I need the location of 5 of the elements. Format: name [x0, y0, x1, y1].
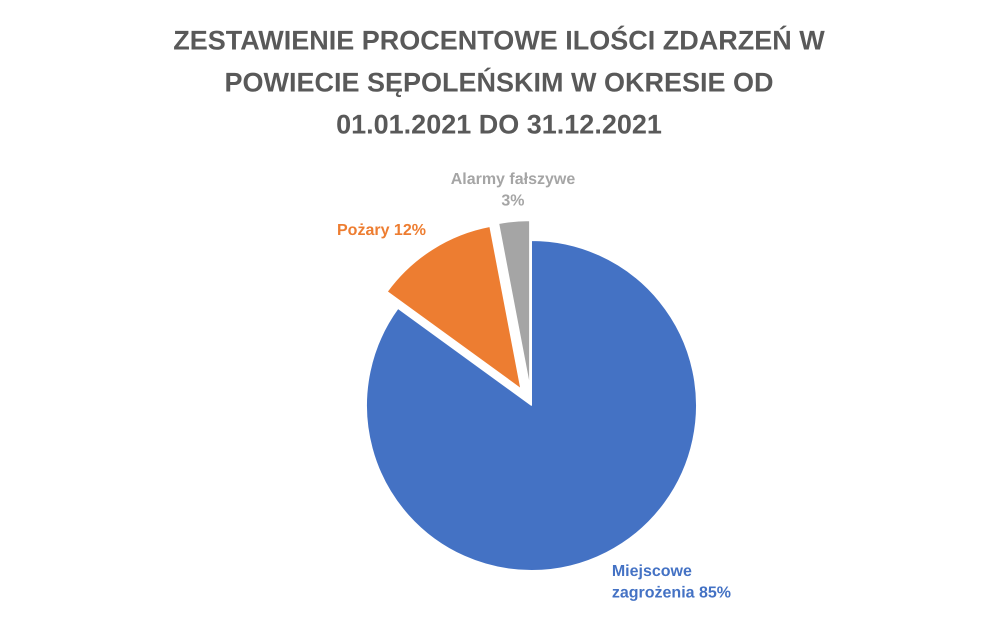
slice-label: Miejscowe zagrożenia 85%	[612, 563, 732, 602]
data-label: 3%	[501, 192, 525, 210]
slice-label: Pożary 12%	[337, 222, 426, 240]
chart-title: ZESTAWIENIE PROCENTOWE ILOŚCI ZDARZEŃ W POWIECIE SĘPOLEŃSKIM W OKRESIE OD 01.01.2021 DO 31.12.2021	[173, 26, 826, 140]
slice-label: Alarmy fałszywe	[450, 171, 576, 188]
